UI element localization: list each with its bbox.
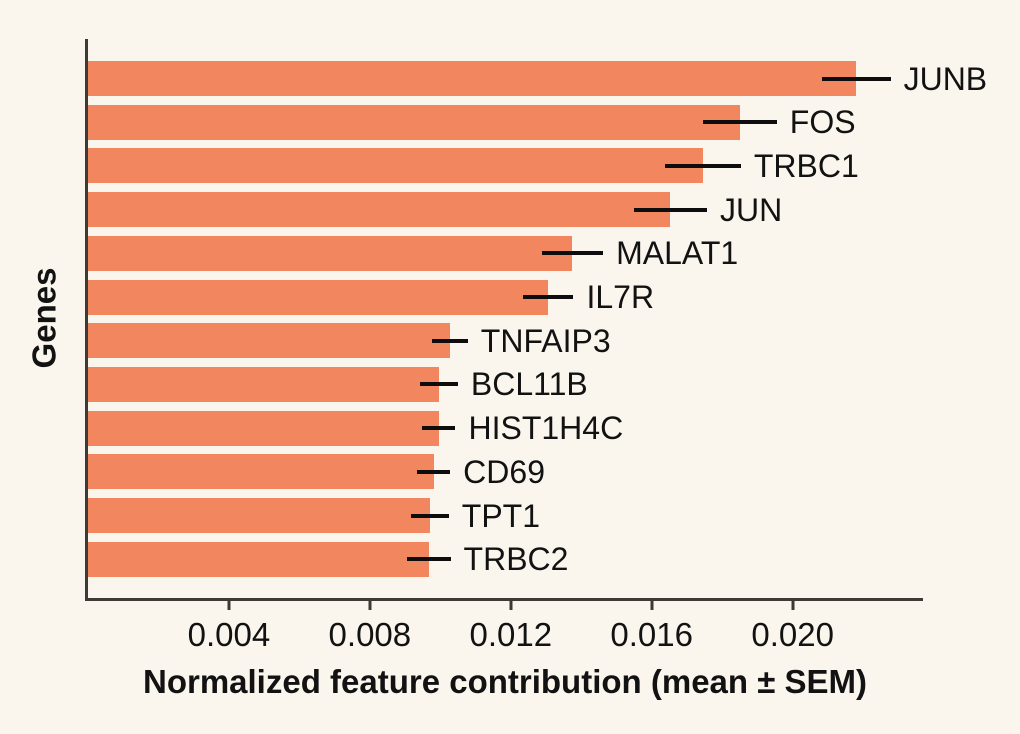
- bar-trbc1: [88, 148, 703, 184]
- bar-trbc2: [88, 541, 429, 577]
- gene-label-tpt1: TPT1: [461, 497, 540, 534]
- x-tick-0.016: [650, 601, 654, 610]
- errorbar-trbc1: [664, 163, 741, 168]
- x-axis-title: Normalized feature contribution (mean ± …: [142, 663, 868, 700]
- gene-label-malat1: MALAT1: [616, 235, 739, 272]
- x-tick-label-0.012: 0.012: [469, 616, 553, 653]
- gene-label-trbc1: TRBC1: [753, 147, 859, 184]
- x-tick-label-0.004: 0.004: [187, 616, 271, 653]
- errorbar-tpt1: [410, 513, 449, 518]
- bar-tpt1: [88, 498, 430, 533]
- errorbar-malat1: [541, 251, 604, 256]
- errorbar-trbc2: [406, 557, 451, 562]
- bar-junb: [88, 61, 857, 96]
- x-tick-0.008: [368, 601, 372, 610]
- bar-bcl11b: [88, 366, 439, 402]
- gene-label-cd69: CD69: [463, 453, 545, 490]
- errorbar-bcl11b: [419, 382, 458, 387]
- errorbar-hist1h4c: [421, 426, 456, 431]
- errorbar-fos: [702, 120, 777, 125]
- bar-jun: [88, 192, 671, 228]
- bar-fos: [88, 104, 740, 140]
- bar-hist1h4c: [88, 410, 439, 446]
- x-tick-label-0.020: 0.020: [751, 616, 834, 653]
- bar-cd69: [88, 454, 434, 490]
- y-axis-title: Genes: [25, 267, 63, 369]
- gene-label-il7r: IL7R: [586, 279, 655, 315]
- bar-tnfaip3: [88, 323, 450, 359]
- bar-malat1: [88, 235, 573, 271]
- x-tick-0.020: [791, 601, 795, 610]
- errorbar-il7r: [523, 295, 574, 299]
- gene-label-tnfaip3: TNFAIP3: [480, 322, 611, 359]
- gene-label-jun: JUN: [720, 191, 783, 228]
- gene-label-bcl11b: BCL11B: [470, 366, 588, 403]
- plot-area: JUNB FOS TRBC1 JUN MALAT1 IL7R TNFAIP3 BCL11B HI…: [85, 39, 987, 651]
- gene-label-junb: JUNB: [903, 60, 988, 97]
- x-tick-0.004: [227, 601, 231, 610]
- bar-il7r: [88, 279, 549, 315]
- x-tick-label-0.008: 0.008: [328, 616, 412, 653]
- errorbar-cd69: [417, 469, 451, 474]
- errorbar-jun: [633, 207, 708, 212]
- x-tick-label-0.016: 0.016: [610, 616, 693, 653]
- errorbar-junb: [821, 76, 891, 81]
- gene-label-fos: FOS: [789, 104, 856, 141]
- errorbar-tnfaip3: [431, 338, 468, 343]
- gene-label-hist1h4c: HIST1H4C: [468, 410, 624, 447]
- x-tick-0.012: [509, 601, 513, 610]
- gene-label-trbc2: TRBC2: [463, 541, 569, 578]
